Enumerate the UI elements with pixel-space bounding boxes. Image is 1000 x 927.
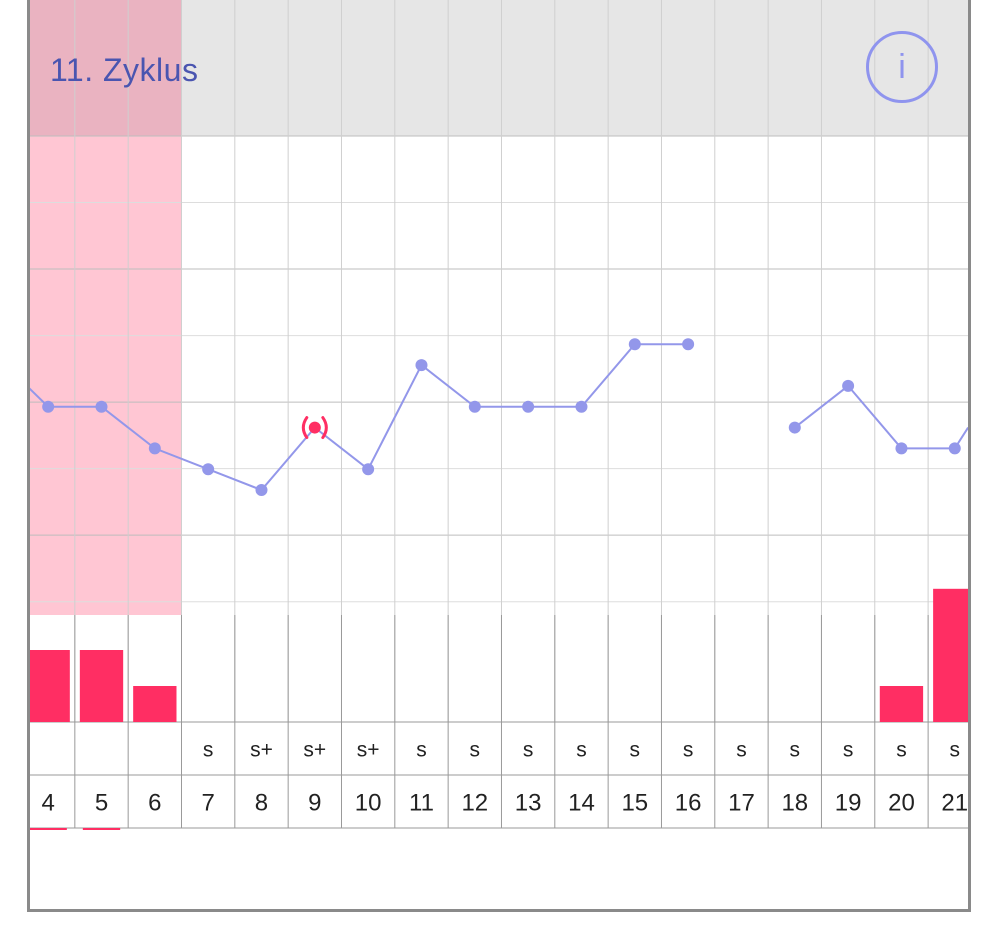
day-number: 12 (461, 790, 488, 817)
mucus-label: s+ (250, 739, 273, 762)
mucus-label: s (203, 739, 214, 762)
excluded-bracket-right (321, 416, 328, 440)
mucus-label: s (790, 739, 801, 762)
temperature-point (788, 421, 801, 434)
day-number: 10 (355, 790, 382, 817)
day-number: 8 (255, 790, 268, 817)
bleeding-bar (30, 650, 70, 722)
bleeding-bar (79, 650, 124, 722)
bleeding-bar (133, 686, 177, 722)
temperature-point (522, 400, 535, 413)
temperature-point (362, 463, 375, 476)
temperature-point (42, 400, 55, 413)
temperature-point (842, 379, 855, 392)
day-number: 16 (675, 790, 702, 817)
temperature-point (468, 400, 481, 413)
temperature-point (948, 442, 961, 455)
mucus-label: s (736, 739, 747, 762)
period-header-shade (30, 0, 182, 136)
day-number: 13 (515, 790, 542, 817)
excluded-bracket-left (301, 416, 309, 440)
temperature-point (575, 400, 588, 413)
temperature-line (794, 384, 969, 450)
day-number: 11 (409, 790, 434, 817)
day-number: 4 (41, 790, 54, 817)
info-icon[interactable]: i (866, 31, 938, 103)
day-number: 7 (201, 790, 214, 817)
bleeding-bar (879, 686, 924, 722)
bleeding-bar (933, 588, 970, 722)
mucus-label: s (576, 739, 587, 762)
day-number: 6 (148, 790, 161, 817)
temperature-point (202, 463, 215, 476)
mucus-label: s+ (357, 739, 380, 762)
day-number: 14 (568, 790, 595, 817)
temperature-point (148, 442, 161, 455)
day-number: 17 (728, 790, 755, 817)
temperature-point (415, 359, 428, 372)
day-number: 20 (888, 790, 915, 817)
mucus-label: s (843, 739, 854, 762)
cycle-header (30, 0, 970, 136)
temperature-point (255, 484, 268, 497)
mucus-label: s (630, 739, 641, 762)
mucus-label: s (950, 739, 961, 762)
chart-layer: 4 5 6 s 7 s+ 8 s+ 9 s+ 10 s 11 s 12 s 13 s 14 s 15 s 16 s 17 s 18 s… (30, 0, 970, 830)
day-number: 18 (781, 790, 808, 817)
day-number: 9 (308, 790, 321, 817)
mucus-label: s (896, 739, 907, 762)
temperature-line (30, 343, 689, 492)
mucus-label: s (416, 739, 427, 762)
temperature-point (628, 338, 641, 351)
mucus-label: s+ (303, 739, 326, 762)
cycle-title: 11. Zyklus (50, 52, 199, 88)
day-number: 5 (95, 790, 108, 817)
temperature-point (95, 400, 108, 413)
mucus-label: s (470, 739, 481, 762)
day-number: 19 (835, 790, 862, 817)
mucus-label: s (683, 739, 694, 762)
mucus-label: s (523, 739, 534, 762)
temperature-point (895, 442, 908, 455)
day-number: 15 (621, 790, 648, 817)
temperature-point (682, 338, 695, 351)
excluded-temperature-point (308, 421, 321, 434)
day-number: 21 (941, 790, 968, 817)
